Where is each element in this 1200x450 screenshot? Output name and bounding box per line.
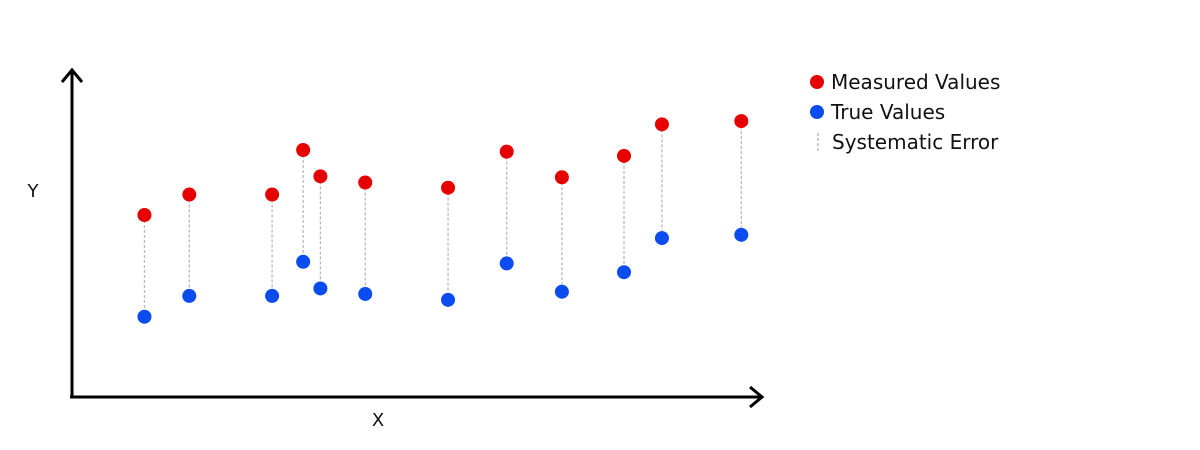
- true-value-point: [499, 256, 514, 271]
- measured-value-point: [554, 170, 569, 185]
- true-value-point: [137, 309, 152, 324]
- legend-error-label: Systematic Error: [832, 130, 999, 154]
- true-value-point: [734, 227, 749, 242]
- legend-measured-label: Measured Values: [831, 70, 1000, 94]
- measured-value-point: [358, 175, 373, 190]
- measured-value-point: [137, 208, 152, 222]
- measured-value-point: [182, 187, 197, 202]
- measured-value-point: [654, 117, 669, 132]
- measured-value-point: [441, 180, 456, 195]
- true-value-point: [654, 231, 669, 246]
- y-axis-arrow: [60, 67, 84, 83]
- measured-values-group: [137, 114, 749, 222]
- axes: X Y: [27, 67, 765, 431]
- legend-true-label: True Values: [830, 100, 945, 124]
- true-value-point: [441, 292, 456, 307]
- true-value-point: [182, 288, 197, 303]
- x-axis-label: X: [372, 410, 384, 431]
- y-axis-label: Y: [27, 181, 40, 202]
- true-value-point: [296, 254, 311, 269]
- true-values-group: [137, 227, 749, 324]
- true-value-point: [617, 265, 631, 280]
- x-axis-arrow: [749, 385, 765, 409]
- measured-value-point: [265, 187, 280, 202]
- measured-value-point: [734, 114, 749, 129]
- measured-value-point: [499, 144, 514, 159]
- legend-true-marker: [810, 105, 824, 119]
- legend: Measured Values True Values Systematic E…: [810, 70, 1000, 154]
- true-value-point: [554, 284, 569, 299]
- measured-value-point: [617, 148, 631, 163]
- error-lines-group: [143, 121, 742, 317]
- measured-value-point: [313, 169, 328, 184]
- true-value-point: [265, 288, 280, 303]
- true-value-point: [313, 281, 328, 296]
- legend-measured-marker: [810, 75, 824, 89]
- true-value-point: [358, 286, 373, 301]
- measured-value-point: [296, 143, 311, 157]
